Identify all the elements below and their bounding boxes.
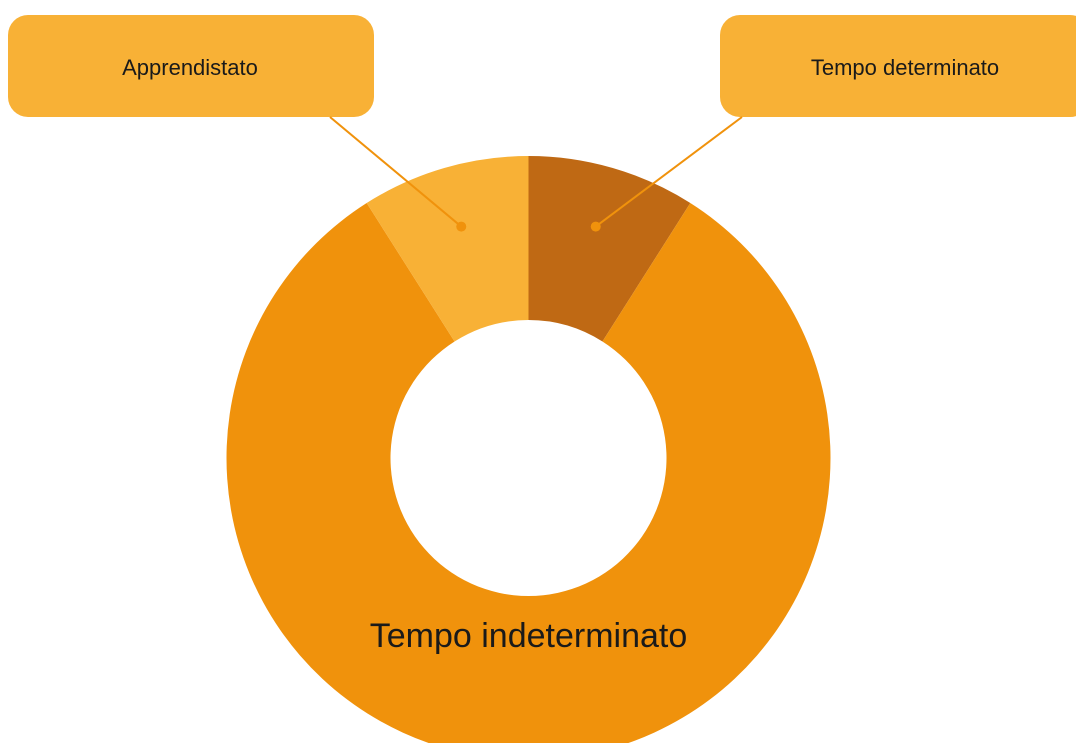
slice-label: Tempo indeterminato xyxy=(370,617,688,655)
slice xyxy=(366,156,529,342)
leaders xyxy=(329,116,743,232)
donut xyxy=(226,156,831,743)
leader-dot xyxy=(456,221,467,232)
leader-dot xyxy=(590,221,601,232)
leader-line xyxy=(595,116,743,228)
slice-label: Apprendistato xyxy=(122,55,258,80)
callout-box xyxy=(720,15,1076,117)
slice-label: Tempo determinato xyxy=(811,55,999,80)
slice xyxy=(528,156,691,342)
slice xyxy=(226,203,831,743)
callout-box xyxy=(8,15,374,117)
leader-line xyxy=(329,116,462,228)
